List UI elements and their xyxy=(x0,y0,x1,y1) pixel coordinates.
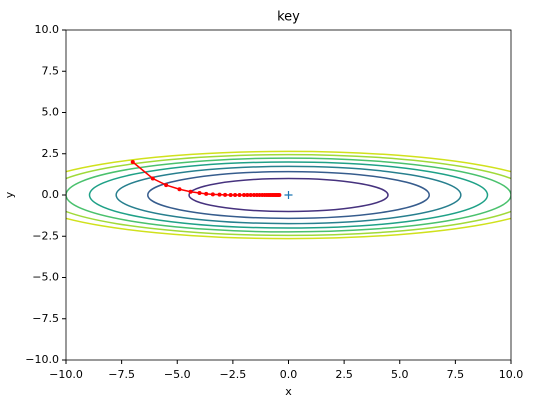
path-point xyxy=(237,193,242,197)
path-point xyxy=(197,191,202,196)
contour-line xyxy=(188,177,389,213)
x-tick-label: −2.5 xyxy=(220,368,247,381)
x-tick-label: 7.5 xyxy=(447,368,465,381)
x-tick-label: −7.5 xyxy=(108,368,135,381)
y-tick-label: 0.0 xyxy=(42,188,60,201)
contour-line xyxy=(66,157,511,233)
path-point xyxy=(248,193,253,197)
y-tick-label: −7.5 xyxy=(32,312,59,325)
x-tick-label: 5.0 xyxy=(391,368,409,381)
path-point xyxy=(130,160,135,164)
path-point xyxy=(245,193,250,197)
x-tick-label: 0.0 xyxy=(280,368,298,381)
path-point xyxy=(188,189,193,194)
contour-line xyxy=(147,170,430,220)
y-tick-label: 10.0 xyxy=(35,23,60,36)
path-point xyxy=(164,183,169,188)
y-tick-label: 5.0 xyxy=(42,106,60,119)
x-tick-label: 10.0 xyxy=(499,368,524,381)
path-point xyxy=(223,192,228,197)
path-point xyxy=(210,192,215,197)
contour-line xyxy=(115,165,462,225)
x-tick-label: −5.0 xyxy=(164,368,191,381)
contour-line xyxy=(88,161,489,229)
path-point xyxy=(150,176,155,181)
x-tick-label: 2.5 xyxy=(335,368,353,381)
x-axis-label: x xyxy=(285,385,292,398)
y-axis-label: y xyxy=(3,191,16,198)
y-tick-label: 7.5 xyxy=(42,64,60,77)
y-tick-label: −5.0 xyxy=(32,271,59,284)
chart-title: key xyxy=(277,10,300,25)
path-point xyxy=(252,193,257,197)
path-point xyxy=(277,193,282,197)
y-tick-label: −2.5 xyxy=(32,229,59,242)
contour-line xyxy=(66,153,511,237)
path-point xyxy=(177,187,182,192)
path-point xyxy=(242,193,246,197)
path-point xyxy=(204,191,209,196)
path-point xyxy=(217,192,222,197)
path-point xyxy=(228,193,233,197)
minimum-marker xyxy=(284,191,293,199)
x-tick-label: −10.0 xyxy=(49,368,83,381)
contour-line xyxy=(66,150,511,240)
path-point xyxy=(233,193,238,197)
y-tick-label: 2.5 xyxy=(42,147,60,160)
y-tick-label: −10.0 xyxy=(25,353,59,366)
plot-area xyxy=(66,150,511,240)
